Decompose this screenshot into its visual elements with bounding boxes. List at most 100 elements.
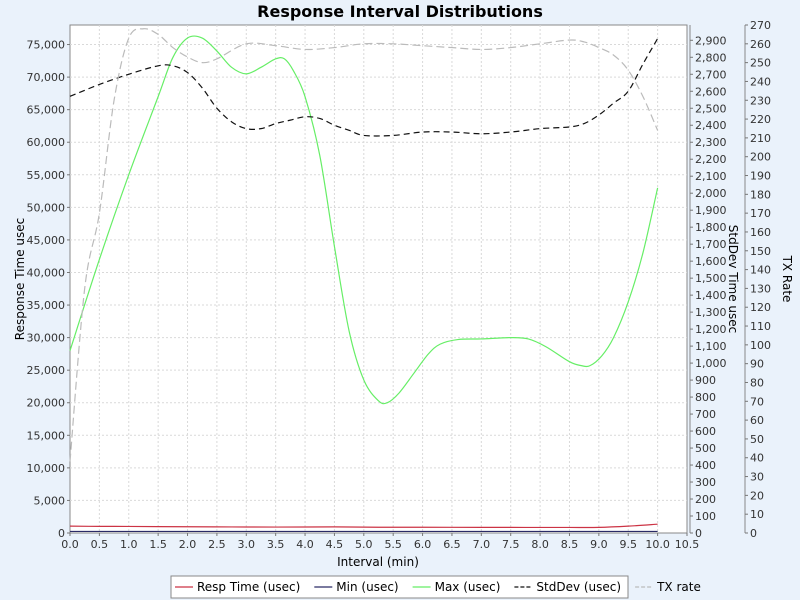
txrate-tick-label: 120 [750, 301, 771, 314]
left-tick-label: 20,000 [27, 397, 66, 410]
stddev-tick-label: 300 [695, 476, 716, 489]
stddev-tick-label: 2,000 [695, 187, 727, 200]
stddev-tick-label: 1,600 [695, 255, 727, 268]
axes: 0.0 0.5 1.0 1.5 2.0 2.5 3.0 3.5 4.0 4.5 5.0 5.5 6.0 6… [27, 19, 772, 551]
txrate-tick-label: 190 [750, 170, 771, 183]
x-tick-label: 1.5 [149, 538, 167, 551]
grid [70, 25, 687, 533]
x-tick-label: 5.0 [355, 538, 373, 551]
plot-area [69, 24, 688, 534]
txrate-tick-label: 220 [750, 113, 771, 126]
txrate-tick-label: 210 [750, 132, 771, 145]
legend-box [170, 575, 629, 599]
left-tick-label: 70,000 [27, 71, 66, 84]
x-tick-label: 8.0 [531, 538, 549, 551]
txrate-tick-label: 150 [750, 245, 771, 258]
x-tick-label: 10.0 [645, 538, 670, 551]
txrate-tick-label: 60 [750, 414, 764, 427]
stddev-tick-label: 2,400 [695, 119, 727, 132]
x-tick-label: 6.0 [414, 538, 432, 551]
txrate-tick-label: 250 [750, 57, 771, 70]
x-tick-label: 5.5 [384, 538, 402, 551]
stddev-tick-label: 1,500 [695, 272, 727, 285]
stddev-tick-label: 2,800 [695, 51, 727, 64]
x-tick-label: 9.5 [619, 538, 637, 551]
left-tick-label: 10,000 [27, 462, 66, 475]
txrate-tick-label: 170 [750, 207, 771, 220]
stddev-tick-label: 1,700 [695, 238, 727, 251]
stddev-tick-label: 2,300 [695, 136, 727, 149]
stddev-tick-label: 0 [695, 527, 702, 540]
x-axis-label: Interval (min) [337, 555, 419, 569]
txrate-tick-label: 230 [750, 94, 771, 107]
left-tick-label: 0 [58, 527, 65, 540]
stddev-tick-label: 700 [695, 408, 716, 421]
x-tick-label: 3.5 [267, 538, 285, 551]
txrate-tick-label: 140 [750, 264, 771, 277]
stddev-tick-label: 1,100 [695, 340, 727, 353]
x-tick-label: 3.0 [238, 538, 256, 551]
left-tick-label: 55,000 [27, 169, 66, 182]
x-tick-label: 8.5 [561, 538, 579, 551]
stddev-tick-label: 2,900 [695, 34, 727, 47]
left-tick-label: 25,000 [27, 364, 66, 377]
left-tick-label: 65,000 [27, 104, 66, 117]
stddev-tick-label: 2,700 [695, 68, 727, 81]
legend-item: Resp Time (usec) [175, 580, 300, 594]
stddev-tick-label: 500 [695, 442, 716, 455]
txrate-tick-label: 40 [750, 452, 764, 465]
txrate-tick-label: 0 [750, 527, 757, 540]
left-tick-label: 35,000 [27, 299, 66, 312]
legend-item: Min (usec) [314, 580, 399, 594]
legend-label: Min (usec) [336, 580, 398, 594]
legend-item: TX rate [635, 580, 701, 594]
stddev-tick-label: 2,600 [695, 85, 727, 98]
stddev-tick-label: 200 [695, 493, 716, 506]
left-tick-label: 30,000 [27, 332, 66, 345]
series-line-tx-rate [69, 28, 659, 462]
legend-label: StdDev (usec) [536, 580, 621, 594]
stddev-axis-label: StdDev Time usec [726, 225, 740, 334]
x-tick-label: 10.5 [675, 538, 700, 551]
txrate-tick-label: 180 [750, 188, 771, 201]
txrate-tick-label: 10 [750, 508, 764, 521]
txrate-axis-label: TX Rate [780, 255, 794, 303]
chart-title: Response Interval Distributions [257, 2, 543, 21]
x-tick-label: 4.5 [326, 538, 344, 551]
x-tick-label: 6.5 [443, 538, 461, 551]
left-tick-label: 15,000 [27, 429, 66, 442]
x-tick-label: 1.0 [120, 538, 138, 551]
txrate-tick-label: 80 [750, 376, 764, 389]
txrate-tick-label: 70 [750, 395, 764, 408]
x-tick-label: 7.0 [473, 538, 491, 551]
txrate-tick-label: 240 [750, 75, 771, 88]
x-tick-label: 4.0 [296, 538, 314, 551]
stddev-tick-label: 1,300 [695, 306, 727, 319]
txrate-tick-label: 160 [750, 226, 771, 239]
stddev-tick-label: 800 [695, 391, 716, 404]
legend-item: StdDev (usec) [514, 580, 621, 594]
x-tick-label: 2.5 [208, 538, 226, 551]
x-tick-label: 9.0 [590, 538, 608, 551]
x-tick-label: 7.5 [502, 538, 520, 551]
txrate-tick-label: 260 [750, 38, 771, 51]
txrate-tick-label: 270 [750, 19, 771, 32]
left-axis-label: Response Time usec [13, 218, 27, 340]
txrate-tick-label: 30 [750, 471, 764, 484]
stddev-tick-label: 1,800 [695, 221, 727, 234]
x-tick-label: 0.0 [61, 538, 79, 551]
stddev-tick-label: 2,200 [695, 153, 727, 166]
left-tick-label: 75,000 [27, 39, 66, 52]
series-line-stddev [69, 38, 659, 137]
txrate-tick-label: 100 [750, 339, 771, 352]
series-line-resp-time [69, 523, 658, 529]
txrate-tick-label: 200 [750, 151, 771, 164]
txrate-tick-label: 50 [750, 433, 764, 446]
stddev-tick-label: 1,000 [695, 357, 727, 370]
left-tick-label: 50,000 [27, 201, 66, 214]
stddev-tick-label: 400 [695, 459, 716, 472]
series [69, 28, 659, 533]
txrate-tick-label: 110 [750, 320, 771, 333]
